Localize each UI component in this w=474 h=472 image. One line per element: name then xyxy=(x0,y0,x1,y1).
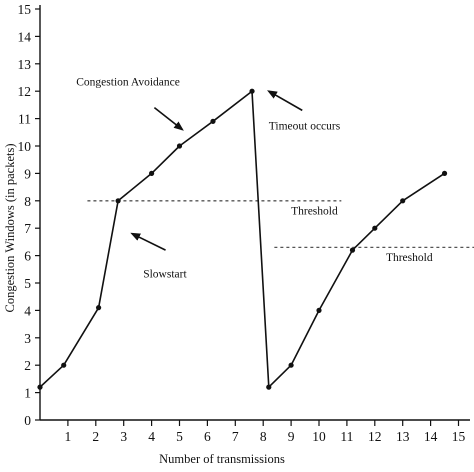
y-tick-label: 3 xyxy=(24,331,31,346)
y-tick-label: 14 xyxy=(18,29,32,44)
x-tick-label: 5 xyxy=(176,429,183,444)
x-axis-label: Number of transmissions xyxy=(159,452,285,466)
y-tick-label: 9 xyxy=(24,166,31,181)
data-point xyxy=(400,198,406,204)
y-tick-label: 5 xyxy=(24,276,31,291)
x-tick-label: 2 xyxy=(92,429,99,444)
annotation-arrow xyxy=(130,232,166,251)
data-point xyxy=(95,305,102,311)
annotation-label: Timeout occurs xyxy=(269,121,341,133)
annotation-label: Congestion Avoidance xyxy=(76,77,180,89)
data-point xyxy=(249,88,255,94)
data-point xyxy=(349,247,356,253)
y-tick-label: 1 xyxy=(24,386,31,401)
data-point xyxy=(441,170,448,176)
annotation-arrow xyxy=(153,107,184,131)
y-tick-label: 10 xyxy=(18,139,32,154)
y-tick-label: 15 xyxy=(18,2,32,17)
y-tick-label: 4 xyxy=(24,303,31,318)
x-tick-label: 13 xyxy=(396,429,410,444)
threshold-lines xyxy=(87,200,474,249)
x-tick-label: 11 xyxy=(340,429,353,444)
data-point xyxy=(372,225,378,231)
y-tick-label: 13 xyxy=(18,57,32,72)
x-tick-label: 12 xyxy=(368,429,382,444)
annotation-label: Slowstart xyxy=(143,269,187,281)
y-tick-label: 11 xyxy=(18,112,31,127)
x-tick-label: 3 xyxy=(120,429,127,444)
data-point xyxy=(288,362,294,368)
y-tick-label: 6 xyxy=(24,249,31,264)
x-tick-label: 1 xyxy=(65,429,72,444)
annotation-label: Threshold xyxy=(386,252,433,264)
x-tick-label: 8 xyxy=(260,429,267,444)
y-tick-label: 7 xyxy=(24,221,31,236)
x-tick-label: 6 xyxy=(204,429,211,444)
y-tick-label: 2 xyxy=(24,358,31,373)
data-point xyxy=(176,143,183,149)
data-point xyxy=(149,170,155,176)
axes xyxy=(39,5,470,421)
data-point xyxy=(316,307,322,313)
data-point xyxy=(266,384,272,390)
y-tick-label: 8 xyxy=(24,194,31,209)
x-tick-label: 14 xyxy=(424,429,438,444)
y-tick-label: 0 xyxy=(24,413,31,428)
annotation-arrow xyxy=(267,90,303,112)
y-axis-label: Congestion Windows (in packets) xyxy=(3,143,17,312)
x-tick-label: 9 xyxy=(288,429,295,444)
x-tick-label: 15 xyxy=(452,429,466,444)
data-point xyxy=(37,384,43,390)
x-tick-group: 1 2 3 4 5 6 7 8 9 10 11 12 13 14 15 xyxy=(65,420,466,444)
x-tick-label: 4 xyxy=(148,429,155,444)
y-tick-label: 12 xyxy=(18,84,32,99)
x-tick-label: 10 xyxy=(312,429,326,444)
data-point xyxy=(61,362,67,368)
data-point xyxy=(210,118,216,124)
annotation-group: Congestion Avoidance Timeout occurs Thresh… xyxy=(76,77,433,281)
annotation-label: Threshold xyxy=(291,206,338,218)
series-group xyxy=(37,88,448,390)
x-tick-label: 7 xyxy=(232,429,239,444)
data-point xyxy=(115,198,121,204)
